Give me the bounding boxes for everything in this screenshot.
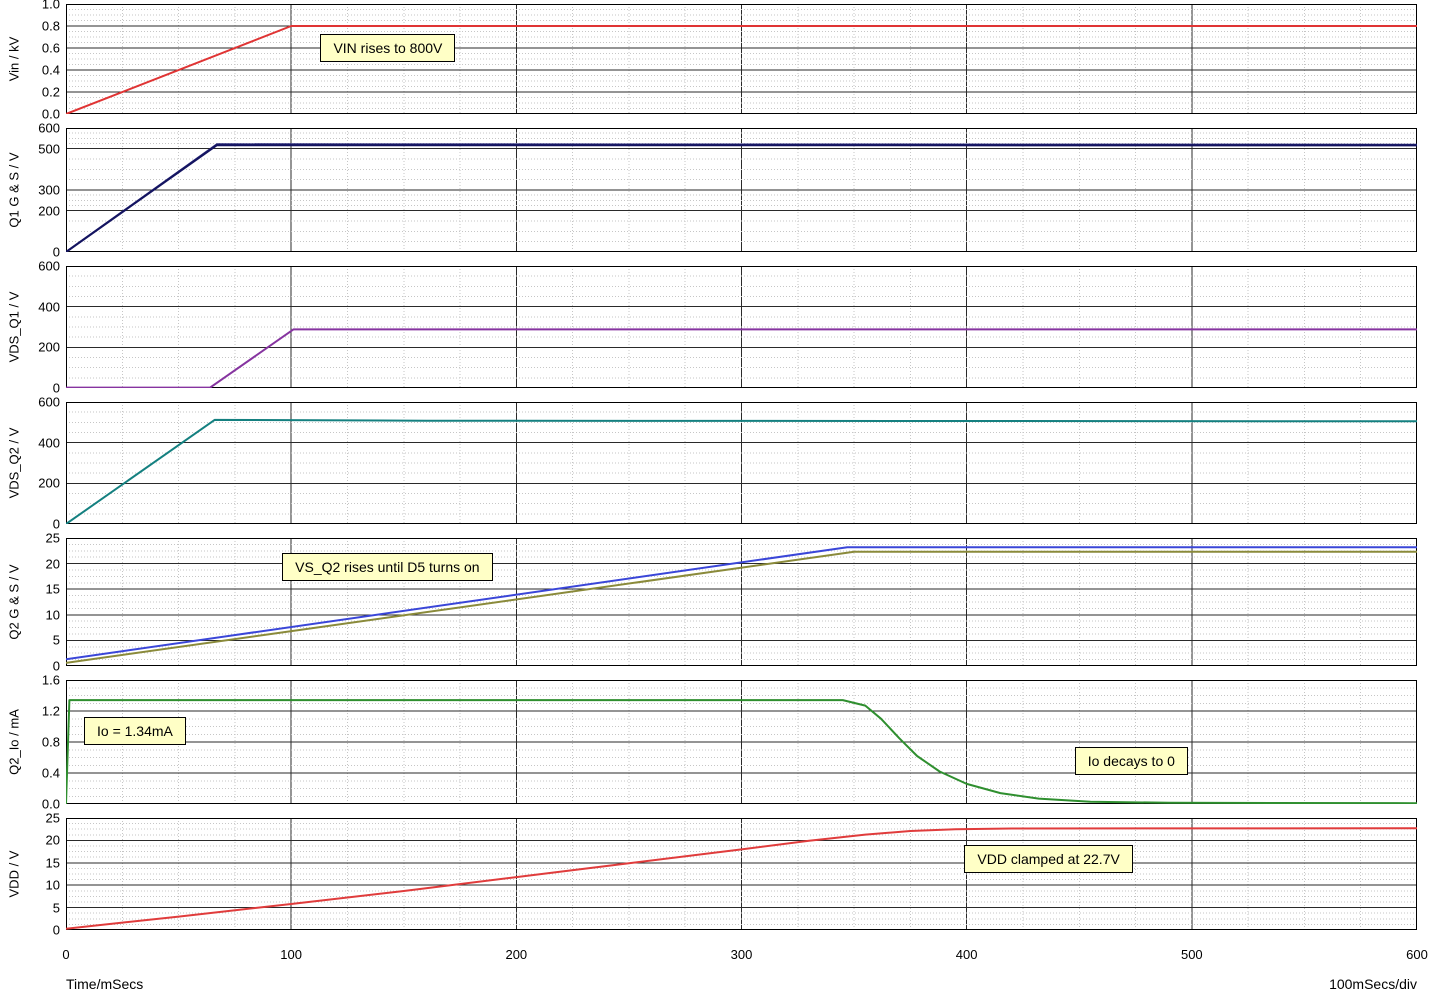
y-tick-label: 400 bbox=[38, 435, 60, 451]
y-tick-label: 0.8 bbox=[41, 734, 60, 750]
annotation-box: Io = 1.34mA bbox=[84, 717, 186, 746]
y-tick-label: 200 bbox=[38, 339, 60, 355]
y-tick-label: 0.8 bbox=[41, 18, 60, 34]
plot-area bbox=[66, 680, 1417, 804]
x-axis-footer: Time/mSecs 100mSecs/div bbox=[66, 976, 1417, 992]
plot-area bbox=[66, 538, 1417, 666]
x-tick-label: 500 bbox=[1180, 947, 1203, 962]
y-tick-label: 15 bbox=[45, 855, 60, 871]
plot-row: Q2 G & S / V 0 5 10 15 20 25 VS_Q2 rises until … bbox=[0, 531, 1417, 674]
plot-row: Vin / kV 0.0 0.2 0.4 0.6 0.8 1.0 VIN rises to 8… bbox=[0, 0, 1417, 122]
y-tick-label: 20 bbox=[45, 556, 60, 572]
y-axis-label: Q2 G & S / V bbox=[6, 564, 22, 640]
y-tick-label: 400 bbox=[38, 299, 60, 315]
plot-row: VDS_Q1 / V 0 200 400 600 bbox=[0, 259, 1417, 396]
y-tick-label: 25 bbox=[45, 530, 60, 546]
y-tick-label: 0 bbox=[52, 516, 60, 532]
y-tick-label: 600 bbox=[38, 258, 60, 274]
plot-area bbox=[66, 4, 1417, 114]
x-axis-label: Time/mSecs bbox=[66, 976, 144, 992]
series-VDS_Q1 bbox=[66, 328, 1417, 388]
y-tick-label: 10 bbox=[45, 877, 60, 893]
y-tick-label: 0 bbox=[52, 658, 60, 674]
y-tick-label: 0 bbox=[52, 922, 60, 938]
series-VIN bbox=[66, 25, 1417, 114]
y-tick-label: 25 bbox=[45, 810, 60, 826]
y-tick-label: 20 bbox=[45, 832, 60, 848]
y-axis-label: Vin / kV bbox=[6, 36, 22, 82]
series-VDS_Q2 bbox=[66, 418, 1417, 524]
y-tick-label: 15 bbox=[45, 581, 60, 597]
y-axis-label: VDD / V bbox=[6, 850, 22, 898]
y-tick-label: 5 bbox=[52, 632, 60, 648]
plot-row: VDD / V 0 5 10 15 20 25 VDD clamped at 22.7V bbox=[0, 811, 1417, 938]
plot-row: Q1 G & S / V 0 200 300 500 600 bbox=[0, 121, 1417, 260]
y-tick-label: 0 bbox=[52, 244, 60, 260]
x-tick-label: 200 bbox=[505, 947, 528, 962]
x-axis-ticks: 0 100 200 300 400 500 600 bbox=[62, 944, 1427, 968]
annotation-box: VDD clamped at 22.7V bbox=[964, 844, 1133, 873]
y-tick-label: 200 bbox=[38, 203, 60, 219]
y-tick-label: 1.2 bbox=[41, 703, 60, 719]
y-tick-label: 0.2 bbox=[41, 84, 60, 100]
y-axis-label: VDS_Q1 / V bbox=[6, 291, 22, 363]
y-tick-label: 0.0 bbox=[41, 796, 60, 812]
x-tick-label: 600 bbox=[1406, 947, 1428, 962]
x-tick-label: 300 bbox=[730, 947, 753, 962]
x-tick-label: 100 bbox=[280, 947, 303, 962]
series-VDD bbox=[66, 827, 1417, 930]
x-axis-div-label: 100mSecs/div bbox=[1329, 976, 1417, 992]
y-axis-label: VDS_Q2 / V bbox=[6, 427, 22, 499]
y-tick-label: 5 bbox=[52, 900, 60, 916]
y-tick-label: 0.4 bbox=[41, 62, 60, 78]
series-Q1_S bbox=[66, 144, 1417, 252]
panels: Vin / kV 0.0 0.2 0.4 0.6 0.8 1.0 VIN rises to 8… bbox=[0, 0, 1431, 938]
series-Q2_Io bbox=[66, 699, 1417, 804]
y-tick-label: 600 bbox=[38, 394, 60, 410]
y-tick-label: 1.0 bbox=[41, 0, 60, 12]
x-tick-label: 400 bbox=[955, 947, 978, 962]
y-tick-label: 0.4 bbox=[41, 765, 60, 781]
annotation-box: Io decays to 0 bbox=[1074, 746, 1188, 775]
plot-area bbox=[66, 128, 1417, 252]
y-axis-label: Q2_Io / mA bbox=[6, 709, 22, 775]
y-tick-label: 500 bbox=[38, 141, 60, 157]
plot-row: Q2_Io / mA 0.0 0.4 0.8 1.2 1.6 Io = 1.34mA Io d… bbox=[0, 673, 1417, 812]
y-tick-label: 0.0 bbox=[41, 106, 60, 122]
series-VG_Q2 bbox=[66, 546, 1417, 661]
y-tick-label: 0 bbox=[52, 380, 60, 396]
plot-area bbox=[66, 402, 1417, 524]
plot-area bbox=[66, 266, 1417, 388]
y-tick-label: 0.6 bbox=[41, 40, 60, 56]
plot-row: VDS_Q2 / V 0 200 400 600 bbox=[0, 395, 1417, 532]
y-tick-label: 200 bbox=[38, 475, 60, 491]
plot-area bbox=[66, 818, 1417, 930]
y-tick-label: 10 bbox=[45, 607, 60, 623]
y-tick-label: 1.6 bbox=[41, 672, 60, 688]
y-tick-label: 300 bbox=[38, 182, 60, 198]
annotation-box: VIN rises to 800V bbox=[320, 33, 456, 62]
x-tick-label: 0 bbox=[62, 947, 70, 962]
y-axis-label: Q1 G & S / V bbox=[6, 152, 22, 228]
y-tick-label: 600 bbox=[38, 120, 60, 136]
series-VS_Q2 bbox=[66, 550, 1417, 664]
annotation-box: VS_Q2 rises until D5 turns on bbox=[282, 553, 493, 582]
